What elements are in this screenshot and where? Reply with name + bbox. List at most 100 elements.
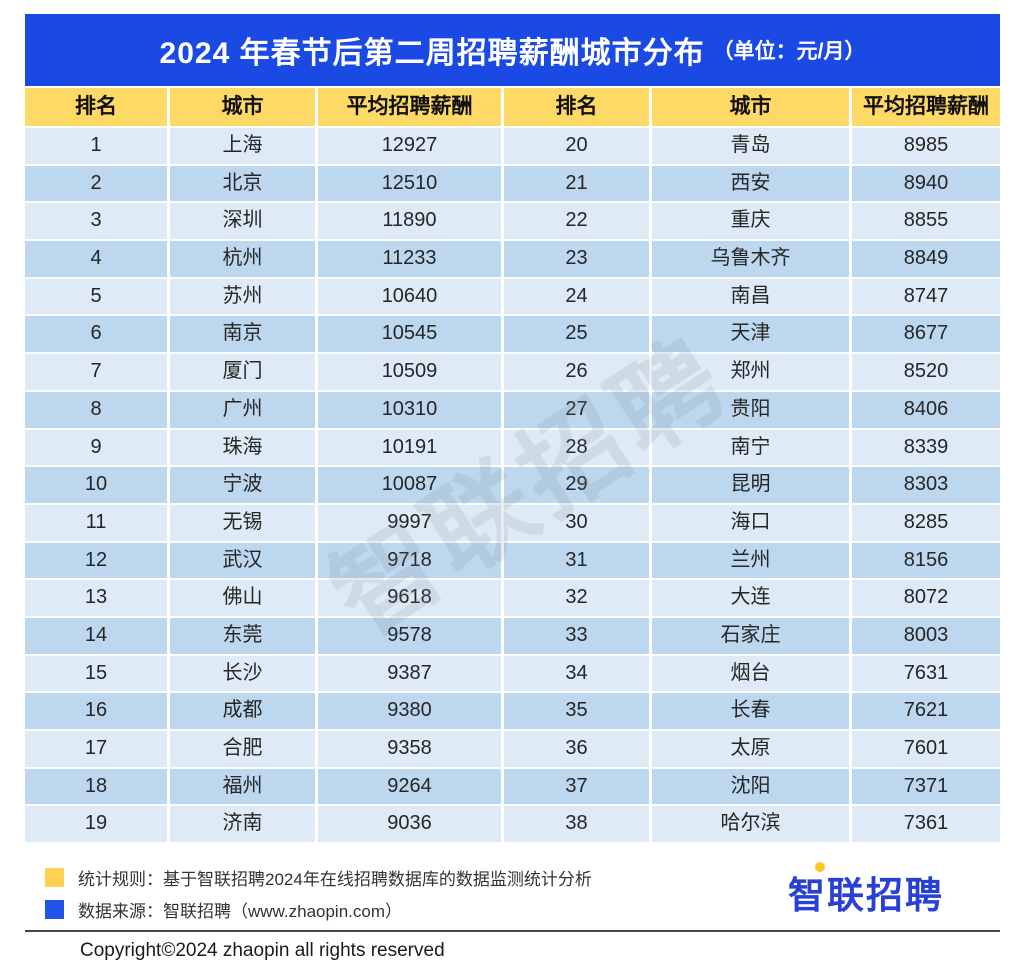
table-row: 11 无锡 9997 30 海口 8285: [25, 504, 1000, 543]
table-row: 8 广州 10310 27 贵阳 8406: [25, 391, 1000, 430]
rank-cell: 16: [25, 693, 167, 731]
salary-cell: 9358: [318, 731, 501, 769]
city-cell: 厦门: [170, 354, 315, 392]
footer-divider: [25, 930, 1000, 932]
table-row: 13 佛山 9618 32 大连 8072: [25, 580, 1000, 618]
city-cell: 太原: [652, 731, 849, 769]
salary-cell: 8003: [852, 617, 1000, 656]
note-source-line: 数据来源：智联招聘（www.zhaopin.com）: [45, 896, 592, 922]
salary-cell: 8520: [852, 354, 1000, 392]
salary-cell: 9997: [318, 504, 501, 543]
rank-cell: 23: [504, 241, 649, 279]
rank-cell: 29: [504, 467, 649, 505]
salary-cell: 8985: [852, 128, 1000, 166]
logo-ring-icon: [815, 862, 825, 872]
city-cell: 郑州: [652, 354, 849, 392]
salary-cell: 7621: [852, 693, 1000, 731]
note-rule-text: 统计规则：基于智联招聘2024年在线招聘数据库的数据监测统计分析: [78, 869, 592, 889]
rank-cell: 21: [504, 165, 649, 204]
rank-cell: 5: [25, 278, 167, 317]
rank-cell: 31: [504, 542, 649, 581]
rank-cell: 7: [25, 354, 167, 392]
salary-cell: 7361: [852, 806, 1000, 845]
header-rank-left: 排名: [25, 88, 167, 126]
blue-square-icon: [45, 899, 64, 919]
salary-cell: 9387: [318, 655, 501, 694]
title-unit-label: （单位：元/月）: [712, 40, 866, 63]
zhaopin-logo: 智联招聘: [788, 862, 944, 919]
salary-cell: 8303: [852, 467, 1000, 505]
city-cell: 沈阳: [652, 768, 849, 807]
salary-cell: 10640: [318, 278, 501, 317]
salary-cell: 9718: [318, 542, 501, 581]
header-salary-left: 平均招聘薪酬: [318, 88, 501, 126]
salary-cell: 8156: [852, 542, 1000, 581]
rank-cell: 38: [504, 806, 649, 845]
rank-cell: 8: [25, 391, 167, 430]
rank-cell: 35: [504, 693, 649, 731]
table-row: 2 北京 12510 21 西安 8940: [25, 165, 1000, 204]
city-cell: 乌鲁木齐: [652, 241, 849, 279]
rank-cell: 11: [25, 504, 167, 543]
rank-cell: 12: [25, 542, 167, 581]
salary-cell: 7631: [852, 655, 1000, 694]
table-row: 4 杭州 11233 23 乌鲁木齐 8849: [25, 241, 1000, 279]
city-cell: 福州: [170, 768, 315, 807]
city-cell: 佛山: [170, 580, 315, 618]
table-row: 17 合肥 9358 36 太原 7601: [25, 731, 1000, 769]
city-cell: 昆明: [652, 467, 849, 505]
table-row: 10 宁波 10087 29 昆明 8303: [25, 467, 1000, 505]
rank-cell: 22: [504, 203, 649, 242]
salary-cell: 10087: [318, 467, 501, 505]
table-row: 19 济南 9036 38 哈尔滨 7361: [25, 806, 1000, 845]
salary-cell: 8940: [852, 165, 1000, 204]
rank-cell: 15: [25, 655, 167, 694]
note-rule-line: 统计规则：基于智联招聘2024年在线招聘数据库的数据监测统计分析: [45, 864, 592, 890]
header-rank-right: 排名: [504, 88, 649, 126]
rank-cell: 25: [504, 316, 649, 355]
rank-cell: 9: [25, 429, 167, 468]
city-cell: 兰州: [652, 542, 849, 581]
salary-cell: 10191: [318, 429, 501, 468]
table-row: 6 南京 10545 25 天津 8677: [25, 316, 1000, 355]
table-row: 18 福州 9264 37 沈阳 7371: [25, 768, 1000, 807]
table-row: 1 上海 12927 20 青岛 8985: [25, 128, 1000, 166]
table-row: 14 东莞 9578 33 石家庄 8003: [25, 617, 1000, 656]
rank-cell: 36: [504, 731, 649, 769]
city-cell: 东莞: [170, 617, 315, 656]
rank-cell: 13: [25, 580, 167, 618]
salary-cell: 12510: [318, 165, 501, 204]
salary-cell: 8339: [852, 429, 1000, 468]
city-cell: 苏州: [170, 278, 315, 317]
salary-cell: 10310: [318, 391, 501, 430]
salary-cell: 9578: [318, 617, 501, 656]
rank-cell: 28: [504, 429, 649, 468]
city-cell: 西安: [652, 165, 849, 204]
salary-cell: 8285: [852, 504, 1000, 543]
rank-cell: 32: [504, 580, 649, 618]
rank-cell: 30: [504, 504, 649, 543]
city-cell: 青岛: [652, 128, 849, 166]
city-cell: 上海: [170, 128, 315, 166]
city-cell: 合肥: [170, 731, 315, 769]
salary-cell: 11890: [318, 203, 501, 242]
table-row: 3 深圳 11890 22 重庆 8855: [25, 203, 1000, 242]
table-row: 7 厦门 10509 26 郑州 8520: [25, 354, 1000, 392]
city-cell: 南宁: [652, 429, 849, 468]
salary-cell: 10509: [318, 354, 501, 392]
rank-cell: 26: [504, 354, 649, 392]
table-row: 15 长沙 9387 34 烟台 7631: [25, 655, 1000, 694]
table-row: 9 珠海 10191 28 南宁 8339: [25, 429, 1000, 468]
header-city-right: 城市: [652, 88, 849, 126]
city-cell: 哈尔滨: [652, 806, 849, 845]
copyright-text: Copyright©2024 zhaopin all rights reserv…: [80, 940, 445, 961]
rank-cell: 1: [25, 128, 167, 166]
city-cell: 天津: [652, 316, 849, 355]
salary-cell: 9036: [318, 806, 501, 845]
rank-cell: 6: [25, 316, 167, 355]
salary-cell: 7601: [852, 731, 1000, 769]
salary-cell: 10545: [318, 316, 501, 355]
city-cell: 重庆: [652, 203, 849, 242]
city-cell: 成都: [170, 693, 315, 731]
city-cell: 石家庄: [652, 617, 849, 656]
